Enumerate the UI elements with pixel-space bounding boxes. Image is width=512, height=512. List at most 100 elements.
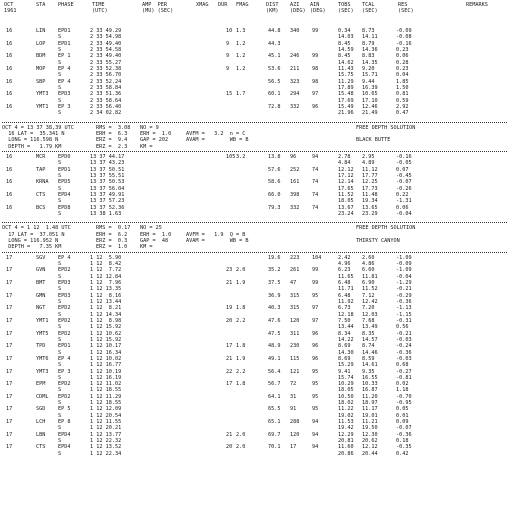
table-row: S 13 37 56.04 17.65 17.73 -0.26 <box>0 186 512 192</box>
cell-dist: 72.8 <box>268 103 281 110</box>
cell-phase: S <box>58 425 62 432</box>
cell-tobs: 11.29 <box>338 78 354 85</box>
cell-res: -0.08 <box>396 34 412 41</box>
cell-ain: 97 <box>312 91 319 98</box>
table-row: 17 SGD EP 5 1 12 12.09 65.5 91 95 11.22 11.17 0.0… <box>0 406 512 412</box>
cell-tobs: 11.53 <box>338 419 354 426</box>
cell-dist: 56.4 <box>268 368 281 375</box>
cell-ain: 95 <box>312 368 319 375</box>
cell-tcal: 13.49 <box>362 324 378 331</box>
cell-tcal: 14.11 <box>362 34 378 41</box>
summary-field: LONG = 116.952 N <box>2 237 59 244</box>
cell-ain: 104 <box>312 254 322 261</box>
cell-phase: EPD2 <box>58 317 71 324</box>
table-row: 17 EPM EPD2 1 12 11.02 17 1.8 56.7 72 95 10.29 10.… <box>0 381 512 387</box>
cell-time: 1 12 16.77 <box>90 362 122 369</box>
cell-ain: 94 <box>312 419 319 426</box>
cell-time: 1 12 8.42 <box>90 260 122 267</box>
cell-time: 13 37 43.23 <box>90 160 125 167</box>
cell-res: -0.26 <box>396 185 412 192</box>
cell-dist: 65.1 <box>268 419 281 426</box>
cell-tcal: 16.87 <box>362 387 378 394</box>
cell-dur: 22 <box>226 368 233 375</box>
cell-station: LBN <box>36 431 46 438</box>
summary-field: LONG = 116.598 N <box>2 137 59 144</box>
summary-field: GAP = 202 <box>140 137 169 144</box>
cell-date: 16 <box>6 40 13 47</box>
cell-phase: S <box>58 273 62 280</box>
cell-tobs: 18.05 <box>338 198 354 205</box>
cell-ain: 97 <box>312 317 319 324</box>
table-row: 17 YMT3 EP 3 1 12 10.19 22 2.2 56.4 121 95 9.41 9.… <box>0 369 512 375</box>
table-row: 16 MOP EP 4 2 33 52.38 9 1.2 53.6 211 98 11.43 9.2… <box>0 66 512 72</box>
cell-date: 17 <box>6 254 13 261</box>
cell-res: -0.16 <box>396 40 412 47</box>
cell-tobs: 11.92 <box>338 298 354 305</box>
cell-tobs: 8.69 <box>338 355 351 362</box>
cell-res: -0.36 <box>396 349 412 356</box>
cell-ain: 99 <box>312 28 319 34</box>
summary-field: NO = 25 <box>140 225 162 232</box>
cell-res: -0.36 <box>396 298 412 305</box>
table-row: S 1 12 16.77 15.29 14.61 0.68 <box>0 362 512 368</box>
cell-tobs: 17.65 <box>338 185 354 192</box>
col-date-header: OCT 1961 <box>4 2 17 14</box>
cell-dist: 13.8 <box>268 153 281 160</box>
table-row: S 2 33 54.98 14.03 14.11 -0.08 <box>0 34 512 40</box>
cell-tcal: 17.73 <box>362 185 378 192</box>
cell-station: SBP <box>36 78 46 85</box>
cell-tcal: 12.03 <box>362 311 378 318</box>
cell-time: 1 12 22.32 <box>90 438 122 445</box>
cell-date: 16 <box>6 179 13 186</box>
col-time-header: TIME (UTC) <box>92 2 108 14</box>
cell-tcal: 8.83 <box>362 53 375 60</box>
table-row: S 2 33 55.27 14.62 14.35 0.28 <box>0 60 512 66</box>
solution-summary-line: DEPTH = 1.79 KM ERZ = 2.3 KM = <box>0 144 512 150</box>
cell-phase: EPD2 <box>58 267 71 274</box>
cell-res: -0.16 <box>396 153 412 160</box>
table-row: S 1 12 22.34 20.86 20.44 0.42 <box>0 451 512 457</box>
cell-tobs: 7.50 <box>338 317 351 324</box>
cell-time: 1 12 7.72 <box>90 267 122 274</box>
cell-tobs: 12.18 <box>338 311 354 318</box>
cell-azi: 161 <box>290 179 300 186</box>
cell-station: BCS <box>36 204 46 211</box>
cell-tobs: 10.50 <box>338 393 354 400</box>
cell-tcal: 7.12 <box>362 292 375 299</box>
cell-dur: 9 <box>226 40 230 47</box>
cell-tobs: 8.45 <box>338 53 351 60</box>
cell-res: -0.07 <box>396 179 412 186</box>
cell-station: YMT3 <box>36 91 49 98</box>
cell-tobs: 14.03 <box>338 34 354 41</box>
cell-ain: 99 <box>312 279 319 286</box>
cell-tobs: 14.62 <box>338 59 354 66</box>
cell-time: 1 12 18.55 <box>90 400 122 407</box>
cell-tcal: 6.60 <box>362 267 375 274</box>
cell-phase: EP 8 <box>58 419 71 426</box>
cell-time: 1 12 8.98 <box>90 317 122 324</box>
cell-phase: EPD8 <box>58 204 71 211</box>
cell-res: 1.85 <box>396 78 409 85</box>
table-row: S 1 12 14.34 12.18 12.03 -1.15 <box>0 312 512 318</box>
cell-res: 0.02 <box>396 381 409 388</box>
cell-dist: 45.1 <box>268 53 281 60</box>
summary-field: RMS = 3.08 <box>96 124 131 131</box>
cell-time: 13 37 52.36 <box>90 204 125 211</box>
cell-station: EPM <box>36 381 46 388</box>
table-row: 17 CTS EPD4 1 12 13.52 20 2.0 70.1 17 94 11.60 12.… <box>0 444 512 450</box>
cell-res: 0.28 <box>396 59 409 66</box>
table-row: S 1 12 22.32 20.81 20.62 0.18 <box>0 438 512 444</box>
cell-dist: 19.6 <box>268 254 281 261</box>
table-row: 16 YMT1 EP 3 2 33 56.40 72.8 332 96 15.49 12.46 2… <box>0 104 512 110</box>
cell-azi: 332 <box>290 103 300 110</box>
cell-date: 16 <box>6 28 13 34</box>
cell-tcal: 8.59 <box>362 355 375 362</box>
table-row: S 2 34 02.82 21.96 21.49 0.47 <box>0 110 512 116</box>
cell-fmag: 1.9 <box>236 355 246 362</box>
cell-phase: S <box>58 349 62 356</box>
table-row: S 2 33 58.84 17.89 16.39 1.50 <box>0 85 512 91</box>
cell-dist: 40.3 <box>268 305 281 312</box>
cell-time: 1 12 13.52 <box>90 444 122 451</box>
cell-ain: 99 <box>312 53 319 60</box>
